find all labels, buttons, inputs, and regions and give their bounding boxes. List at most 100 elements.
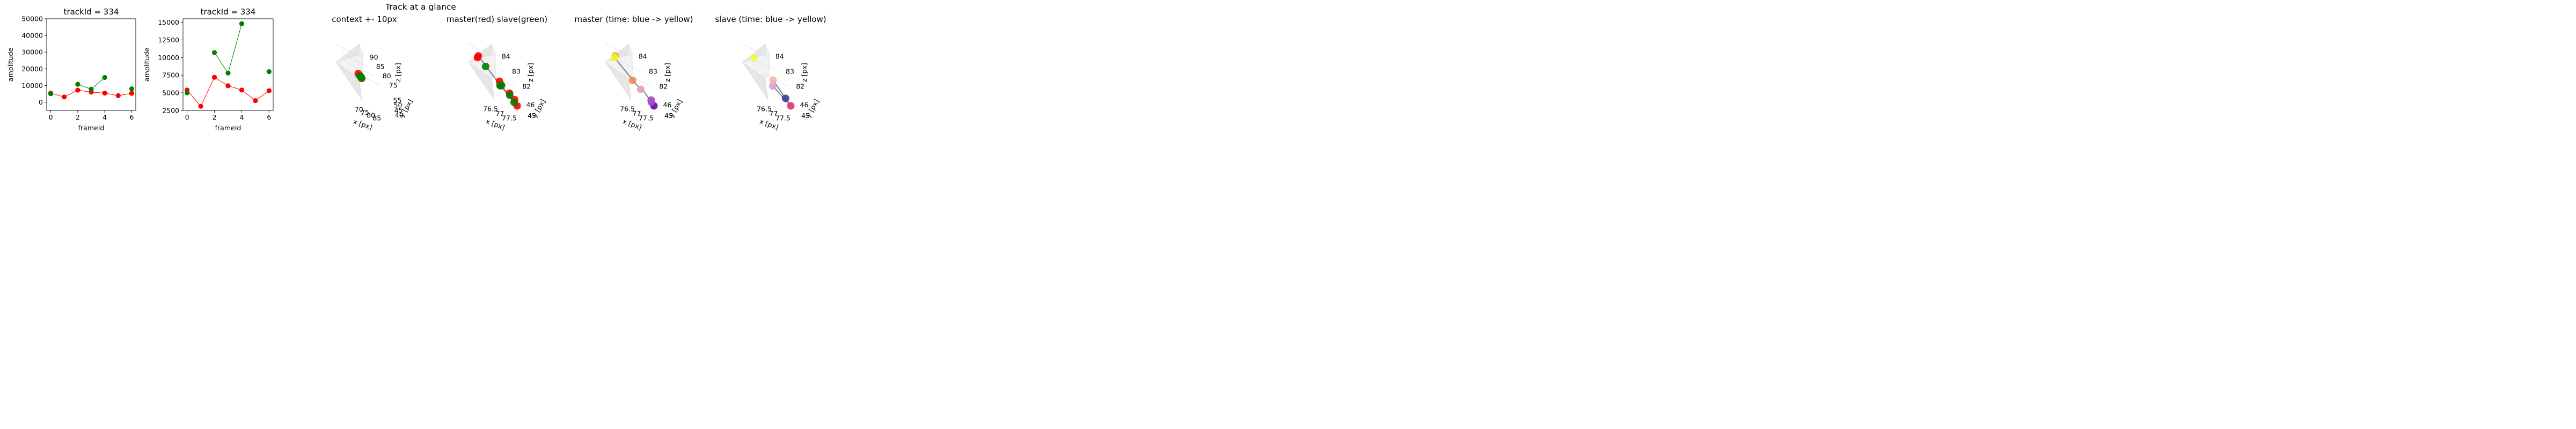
data-point (769, 76, 777, 84)
data-point (75, 87, 80, 93)
x-tick-label: 0 (49, 113, 53, 121)
z-grid-line (335, 44, 362, 58)
data-point (62, 94, 67, 100)
z-tick-label: 75 (389, 82, 398, 90)
x-tick-label: 4 (103, 113, 107, 121)
chart-title: master(red) slave(green) (447, 14, 547, 24)
z-grid-line (751, 58, 779, 72)
series-4 (129, 86, 135, 92)
x-tick-label: 75 (361, 108, 369, 116)
y-tick-label: 0 (39, 98, 43, 106)
z-tick-label: 84 (775, 53, 784, 61)
z-grid-line (604, 43, 631, 57)
z-tick-label: 84 (502, 53, 510, 61)
y-tick-label: 12500 (158, 36, 179, 44)
y-tick-label: 40 (395, 111, 404, 119)
data-point (610, 54, 618, 62)
data-point (211, 50, 217, 55)
data-point (48, 91, 54, 97)
series-3 (75, 75, 107, 92)
data-point (266, 69, 272, 75)
y-tick-label: 45 (664, 112, 673, 120)
x-tick-label: 77.5 (639, 114, 654, 122)
y-tick-label: 46 (526, 101, 535, 109)
series-3 (211, 21, 245, 76)
x-axis-label: frameId (78, 124, 105, 132)
x-axis-label: x [px] (352, 117, 373, 131)
line-chart-2: 0 2 4 6 2500 5000 7500 10000 12500 15000 trackId =… (143, 7, 274, 132)
chart-title: master (time: blue -> yellow) (575, 14, 693, 24)
data-point (481, 63, 489, 70)
series-7 (610, 54, 618, 62)
data-point (239, 21, 245, 26)
data-point (239, 87, 245, 93)
series-line (214, 24, 242, 74)
figure: Track at a glance 0 2 4 6010000200003000040… (6, 2, 826, 132)
plot-frame (46, 18, 136, 111)
series-2 (481, 63, 518, 106)
y-tick-label: 46 (663, 101, 672, 109)
data-point (102, 91, 107, 96)
track-line (772, 85, 792, 107)
data-point (473, 54, 481, 62)
x-tick-label: 76.5 (620, 105, 635, 113)
z-tick-label: 83 (512, 68, 521, 76)
x-tick-label: 80 (367, 111, 375, 119)
data-point (129, 91, 135, 96)
chart-title: trackId = 334 (201, 7, 256, 17)
data-point (750, 54, 758, 62)
x-tick-label: 85 (372, 114, 381, 122)
y-tick-label: 55 (393, 97, 401, 105)
x-tick-label: 2 (213, 113, 217, 121)
x-tick-label: 4 (239, 113, 244, 121)
z-grid-line (348, 63, 375, 77)
data-point (211, 75, 217, 80)
x-tick-label: 77.5 (775, 114, 791, 122)
data-point (225, 83, 231, 88)
y-tick-label: 10000 (158, 54, 179, 62)
z-tick-label: 82 (659, 83, 668, 91)
series-3 (647, 96, 655, 104)
y-axis-label: amplitude (6, 48, 14, 82)
data-point (357, 73, 365, 82)
data-point (496, 82, 504, 90)
back-pane (605, 53, 633, 79)
y-tick-label: 5000 (162, 89, 179, 97)
y-tick-label: 10000 (21, 82, 43, 90)
y-tick-label: 45 (394, 106, 403, 114)
data-point (89, 86, 94, 92)
z-grid-line (614, 58, 642, 72)
x-tick-label: 6 (267, 113, 271, 121)
series-2 (48, 91, 54, 97)
y-tick-label: 40000 (21, 32, 43, 40)
x-tick-label: 70 (355, 105, 363, 113)
data-point (769, 82, 777, 90)
data-point (253, 98, 258, 103)
data-point (628, 77, 636, 84)
data-point (266, 88, 272, 93)
y-axis-label: amplitude (143, 48, 151, 82)
data-point (185, 90, 190, 95)
data-point (636, 85, 645, 93)
series-1 (787, 102, 795, 110)
series-1 (185, 75, 272, 109)
z-axis-label: z [px] (800, 63, 808, 82)
z-axis-label: z [px] (526, 63, 535, 82)
y-tick-label: 15000 (158, 18, 179, 26)
z-axis-label: z [px] (663, 63, 671, 82)
series-2 (356, 72, 365, 82)
series-4 (266, 69, 272, 75)
series-4 (769, 76, 777, 84)
x-tick-label: 77 (770, 109, 778, 117)
series-5 (628, 77, 636, 84)
plot-frame (182, 18, 274, 111)
y-tick-label: 50000 (21, 15, 43, 23)
data-point (787, 102, 795, 110)
z-grid-line (467, 43, 494, 57)
z-tick-label: 83 (786, 68, 794, 76)
z-tick-label: 90 (370, 53, 378, 61)
data-point (510, 98, 518, 106)
